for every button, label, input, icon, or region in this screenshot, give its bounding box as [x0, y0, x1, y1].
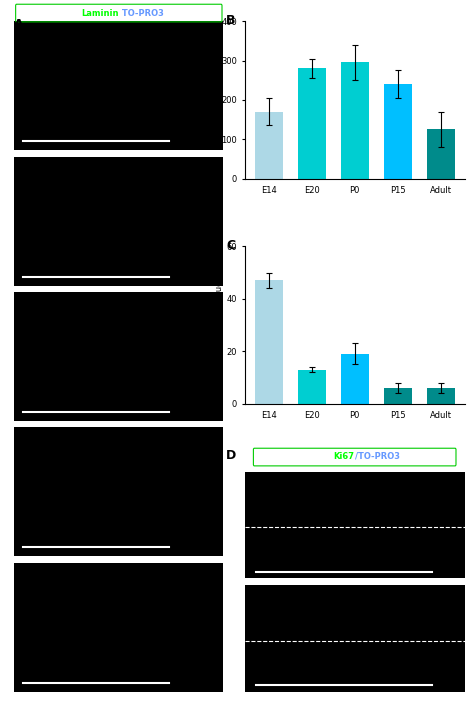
Bar: [427, 129, 455, 179]
Bar: [427, 388, 455, 404]
Text: C: C: [226, 239, 235, 252]
Bar: [255, 280, 283, 404]
Bar: [298, 370, 326, 404]
Text: /TO-PRO3: /TO-PRO3: [355, 452, 400, 461]
Y-axis label: nuclei / mm lenght: nuclei / mm lenght: [210, 60, 219, 140]
Text: D: D: [226, 449, 236, 462]
Bar: [383, 388, 411, 404]
Bar: [341, 354, 369, 404]
Text: Laminin: Laminin: [82, 9, 119, 18]
Bar: [255, 112, 283, 179]
Text: Ki67: Ki67: [334, 452, 355, 461]
Bar: [383, 84, 411, 179]
Bar: [298, 68, 326, 179]
Bar: [341, 63, 369, 179]
Text: TO-PRO3: TO-PRO3: [119, 9, 164, 18]
Y-axis label: %Ki67+cells / total nuclei: %Ki67+cells / total nuclei: [215, 271, 224, 379]
Text: B: B: [226, 14, 236, 27]
Text: Adult: Adult: [209, 624, 219, 654]
Text: E14: E14: [209, 515, 219, 535]
Text: A: A: [14, 18, 24, 30]
